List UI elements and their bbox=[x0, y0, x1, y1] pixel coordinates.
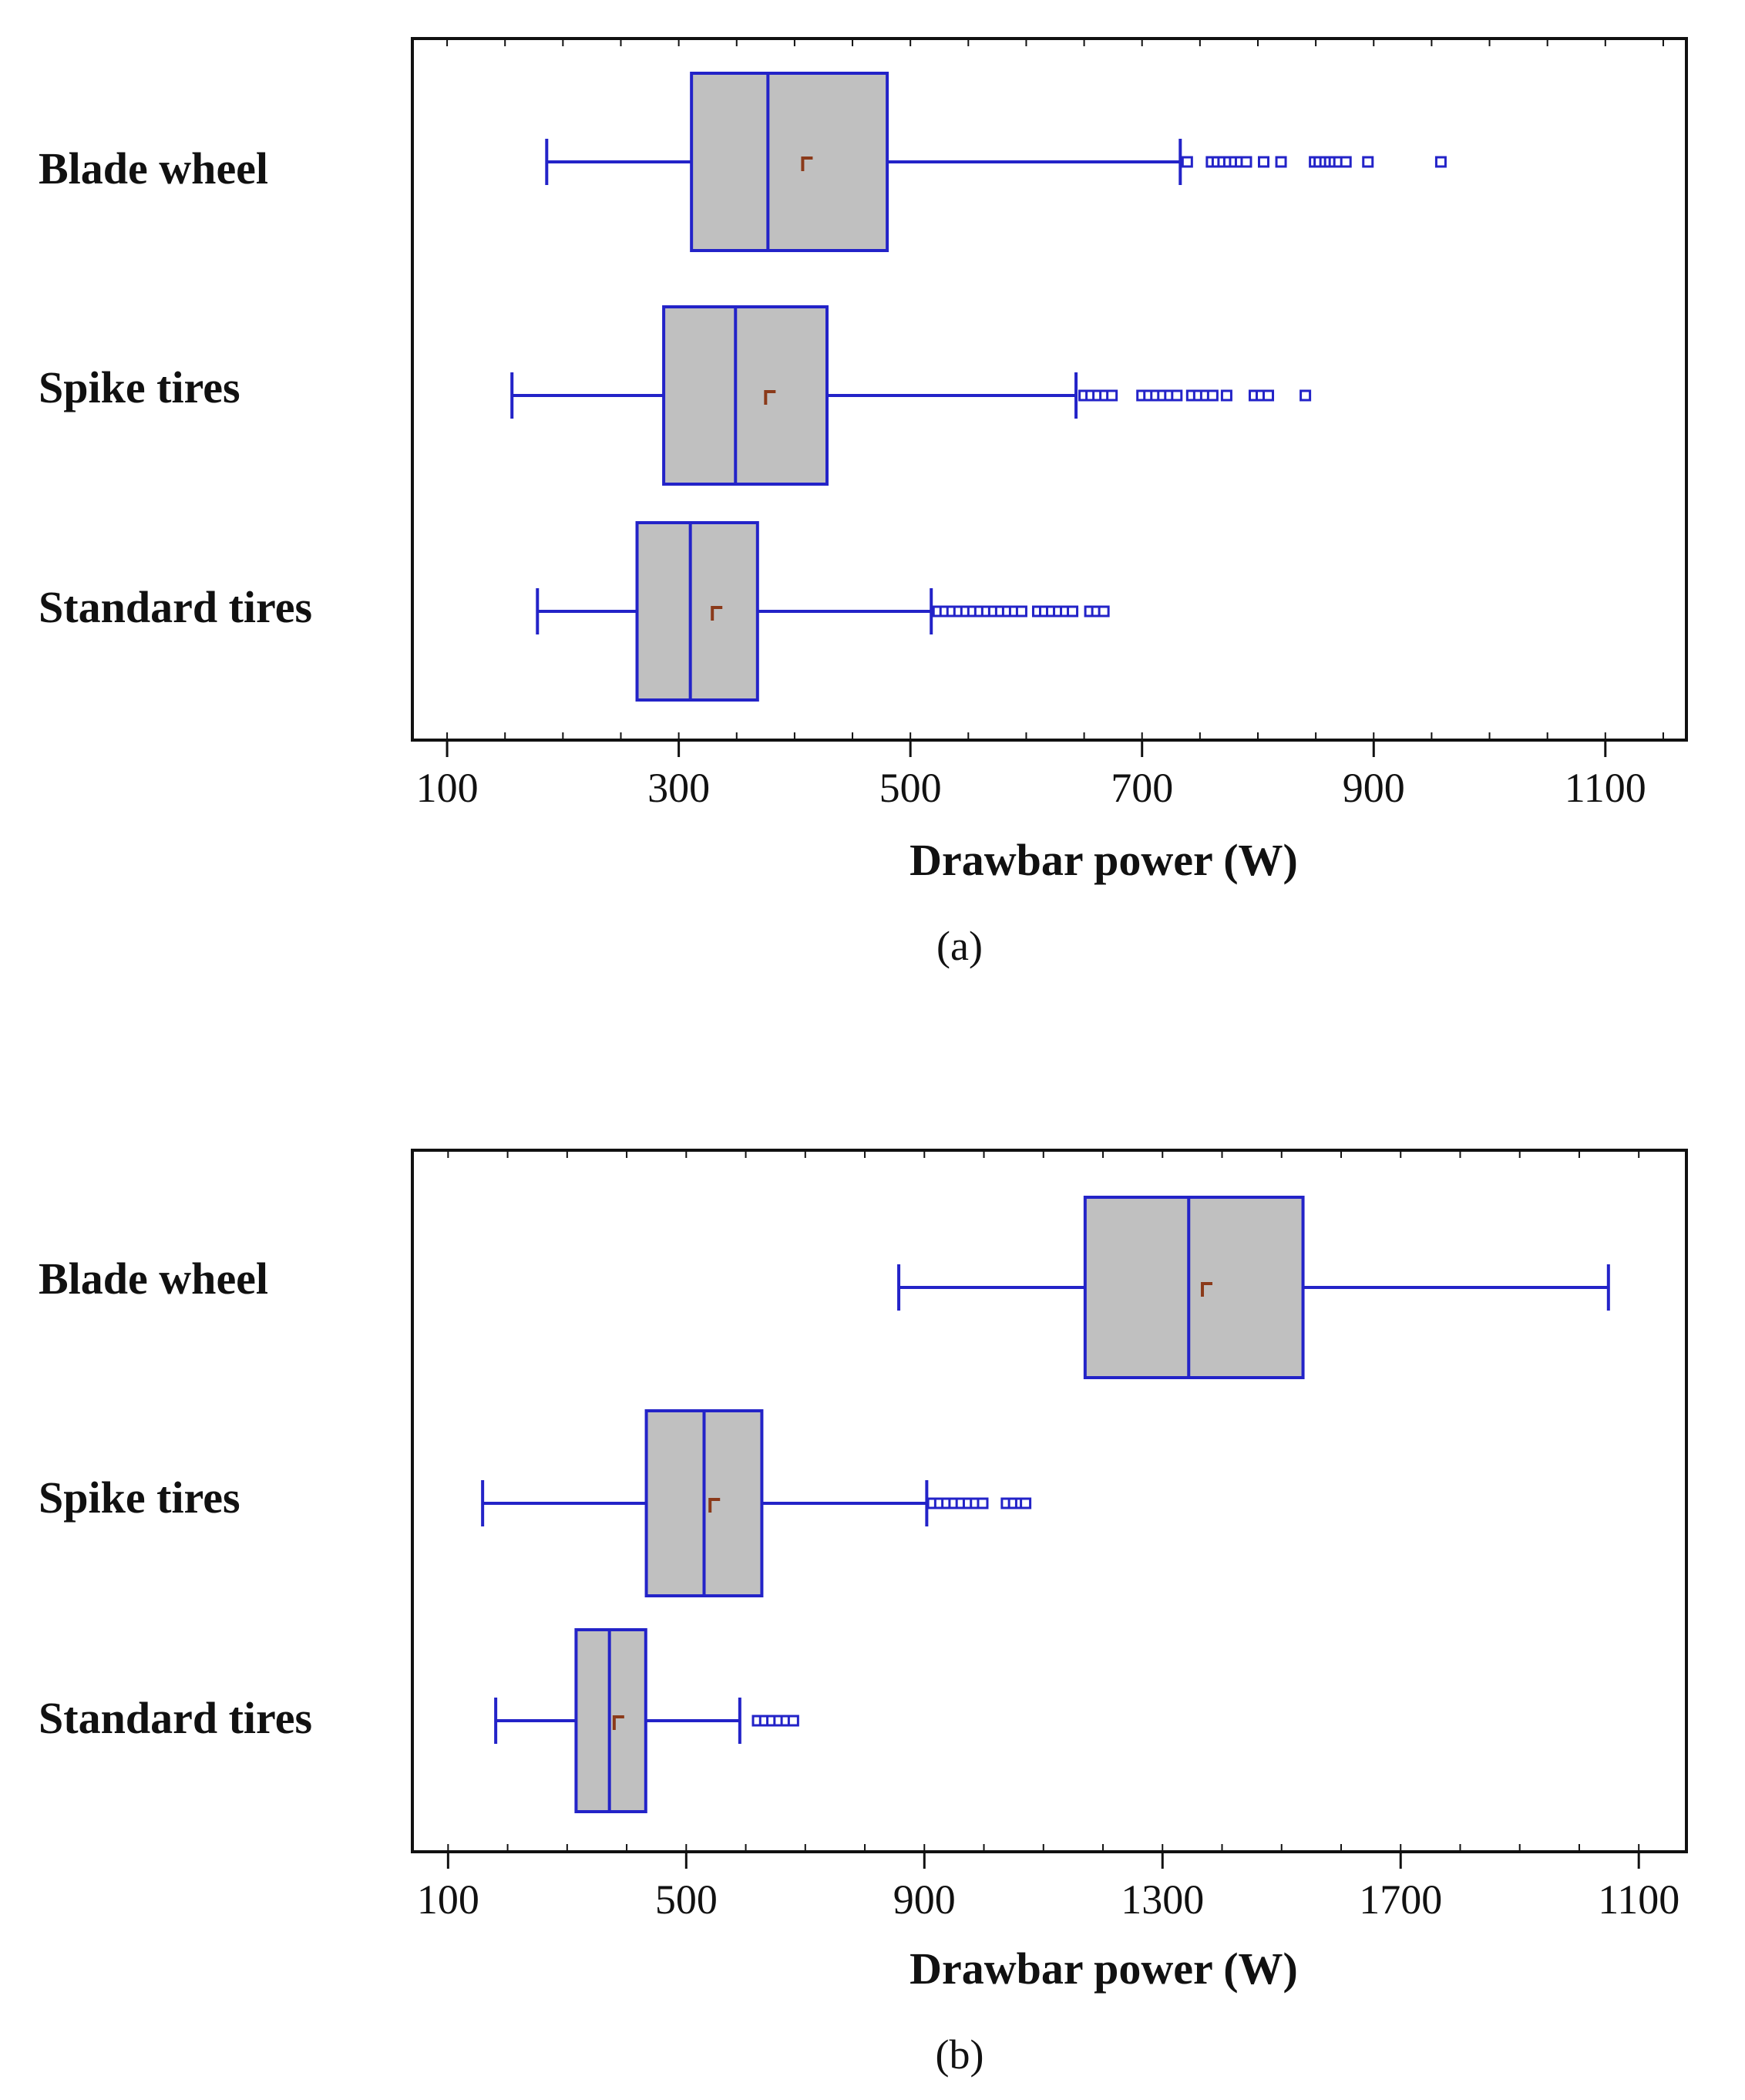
x-tick-labels-b: 100 500 900 1300 1700 1100 bbox=[417, 1876, 1679, 1923]
plot-frame-b bbox=[411, 1149, 1688, 1853]
outlier-point bbox=[1258, 156, 1270, 168]
outlier-point bbox=[1098, 605, 1110, 618]
iqr-box bbox=[690, 72, 889, 252]
outlier-point bbox=[977, 1497, 989, 1509]
x-tick-label: 1100 bbox=[1598, 1876, 1679, 1923]
mean-marker bbox=[764, 390, 776, 405]
outlier-point bbox=[1015, 605, 1027, 618]
outlier-point bbox=[1020, 1497, 1032, 1509]
category-label-blade-wheel: Blade wheel bbox=[39, 143, 268, 194]
outlier-point bbox=[1106, 389, 1118, 402]
iqr-box bbox=[662, 305, 829, 486]
x-tick-label: 300 bbox=[647, 765, 710, 811]
category-label-standard-tires: Standard tires bbox=[39, 1693, 312, 1743]
boxes-b bbox=[481, 1196, 1610, 1813]
x-tick-label: 100 bbox=[417, 1876, 479, 1923]
iqr-box bbox=[635, 521, 759, 702]
mean-marker bbox=[1201, 1282, 1213, 1297]
category-label-standard-tires: Standard tires bbox=[39, 582, 312, 632]
x-ticks-b bbox=[446, 1150, 1640, 1869]
outlier-point bbox=[1067, 605, 1079, 618]
box-standard-tires bbox=[494, 1628, 799, 1813]
x-tick-label: 700 bbox=[1111, 765, 1173, 811]
x-ticks-a bbox=[445, 39, 1664, 757]
iqr-box bbox=[1083, 1196, 1305, 1379]
mean-marker bbox=[801, 156, 813, 171]
boxes-a bbox=[510, 72, 1447, 702]
mean-marker bbox=[612, 1715, 624, 1730]
panel-label-a: (a) bbox=[936, 923, 983, 969]
x-tick-label: 500 bbox=[655, 1876, 718, 1923]
box-spike-tires bbox=[510, 305, 1312, 486]
outlier-point bbox=[1362, 156, 1374, 168]
x-tick-label: 1300 bbox=[1121, 1876, 1204, 1923]
outlier-point bbox=[1220, 389, 1232, 402]
outlier-point bbox=[787, 1715, 799, 1727]
mean-marker bbox=[708, 1498, 721, 1513]
x-axis-title-b: Drawbar power (W) bbox=[909, 1944, 1298, 1994]
x-tick-label: 500 bbox=[879, 765, 942, 811]
x-tick-labels-a: 100 300 500 700 900 1100 bbox=[416, 765, 1646, 811]
plot-frame-a bbox=[411, 37, 1688, 742]
category-label-spike-tires: Spike tires bbox=[39, 1472, 240, 1523]
panel-b: Blade wheel Spike tires Standard tires 1… bbox=[39, 1149, 1688, 2078]
x-tick-label: 1100 bbox=[1565, 765, 1646, 811]
panel-label-b: (b) bbox=[936, 2031, 984, 2078]
box-standard-tires bbox=[536, 521, 1110, 702]
outlier-point bbox=[1263, 389, 1275, 402]
outlier-point bbox=[1206, 389, 1219, 402]
x-tick-label: 900 bbox=[1343, 765, 1405, 811]
outlier-point bbox=[1275, 156, 1287, 168]
category-label-blade-wheel: Blade wheel bbox=[39, 1254, 268, 1304]
outlier-point bbox=[1434, 156, 1447, 168]
outlier-point bbox=[1240, 156, 1252, 168]
outlier-point bbox=[1340, 156, 1352, 168]
x-tick-label: 1700 bbox=[1359, 1876, 1442, 1923]
box-spike-tires bbox=[481, 1409, 1032, 1597]
outlier-point bbox=[1181, 156, 1193, 168]
outlier-point bbox=[1300, 389, 1312, 402]
x-axis-title-a: Drawbar power (W) bbox=[909, 835, 1298, 885]
x-tick-label: 900 bbox=[893, 1876, 956, 1923]
panel-a: Blade wheel Spike tires Standard tires 1… bbox=[39, 37, 1688, 969]
x-tick-label: 100 bbox=[416, 765, 479, 811]
category-label-spike-tires: Spike tires bbox=[39, 362, 240, 412]
box-blade-wheel bbox=[897, 1196, 1610, 1379]
outlier-point bbox=[1171, 389, 1183, 402]
mean-marker bbox=[711, 606, 723, 621]
box-blade-wheel bbox=[545, 72, 1447, 252]
